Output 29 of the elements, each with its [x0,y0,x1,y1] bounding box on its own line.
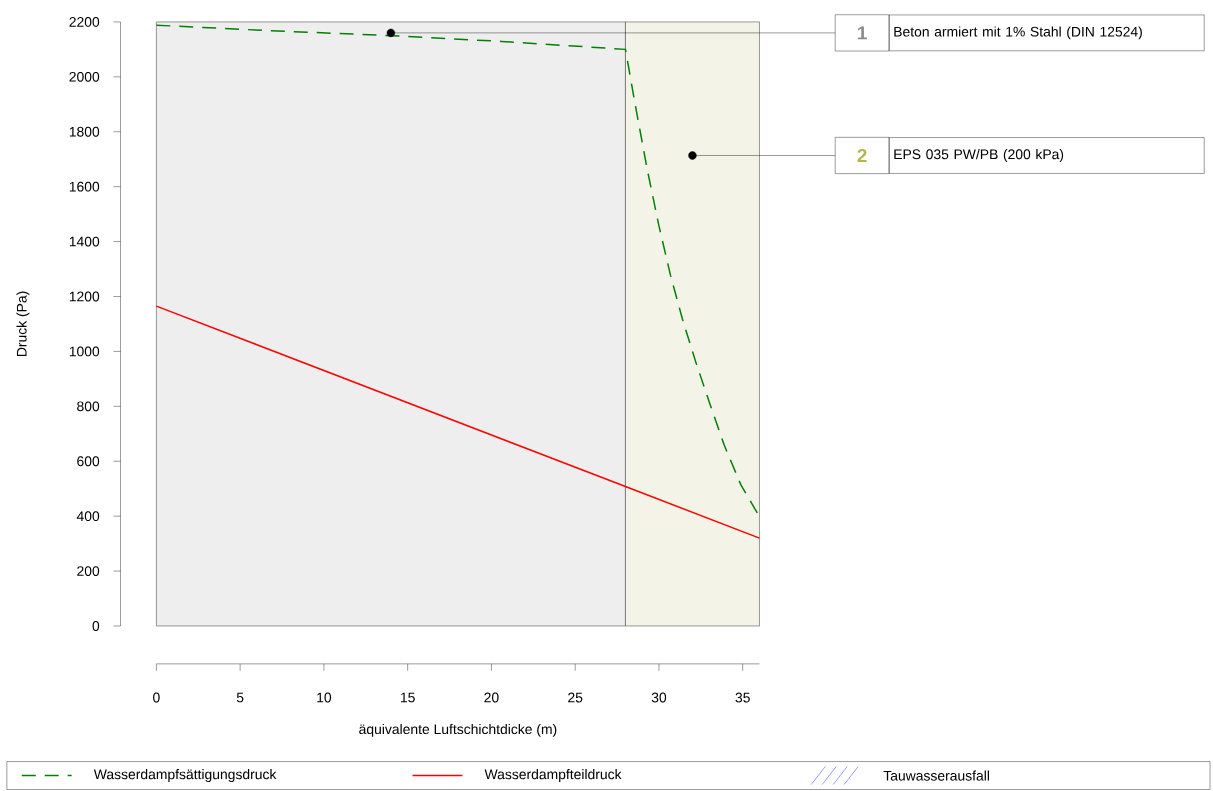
y-tick-label: 1200 [69,291,100,302]
band-label: 2 [857,148,867,162]
legend-label: Tauwasserausfall [883,770,989,781]
y-tick-label: 600 [77,456,100,466]
y-tick-label: 1000 [69,346,100,357]
y-tick-label: 800 [77,401,100,412]
x-tick-label: 35 [735,692,750,703]
y-tick-label: 1800 [69,126,100,137]
y-tick-label: 200 [77,565,100,576]
x-tick-label: 0 [153,692,160,703]
x-tick-label: 5 [236,692,244,703]
x-tick-label: 15 [400,692,415,703]
y-tick-label: 2000 [69,71,100,82]
y-tick-label: 0 [92,620,100,631]
x-axis-title: äquivalente Luftschichtdicke (m) [359,723,557,737]
text: Beton armiert mit 1% Stahl (DIN 12524) [894,26,1142,40]
y-tick-label: 1600 [69,181,100,192]
band-label: 1 [858,26,867,40]
text: EPS 035 PW/PB (200 kPa) [894,148,1064,162]
x-tick-label: 25 [568,692,583,703]
x-tick-label: 10 [317,692,332,703]
x-tick-label: 20 [484,692,499,703]
legend-label: Wasserdampfteildruck [484,768,622,782]
y-tick-label: 400 [76,511,100,521]
y-tick-label: 1400 [69,236,100,247]
y-tick-label: 2200 [69,16,100,27]
x-tick-label: 30 [651,692,667,703]
y-axis-title: Druck (Pa) [16,291,30,356]
legend-label: Wasserdampfsättigungsdruck [93,768,277,782]
